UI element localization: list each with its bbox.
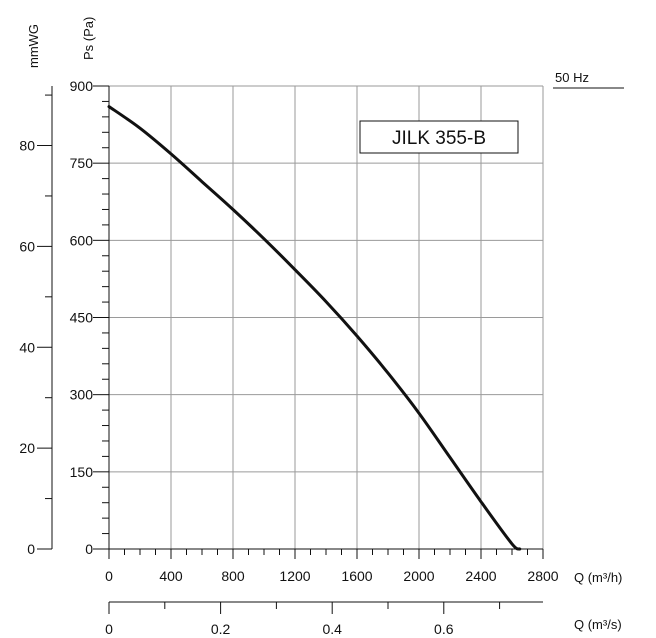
x-primary-tick-label: 1600: [341, 568, 372, 584]
x-secondary-tick-label: 0.4: [322, 621, 342, 637]
y-primary-tick-label: 0: [85, 541, 93, 557]
x-primary-tick-label: 0: [105, 568, 113, 584]
x-axes: 0 400 800 1200 1600 2000 2400 2800 0 0.2 0.4 0.6: [105, 548, 559, 637]
x-secondary-tick-label: 0: [105, 621, 113, 637]
x-secondary-tick-label: 0.2: [211, 621, 231, 637]
y-primary-tick-label: 150: [70, 464, 94, 480]
x-primary-axis-title: Q (m³/h): [574, 570, 622, 585]
y-primary-tick-label: 300: [70, 387, 94, 403]
y-primary-tick-label: 750: [70, 155, 94, 171]
y-primary-tick-label: 600: [70, 232, 94, 248]
x-primary-tick-label: 1200: [279, 568, 310, 584]
x-primary-tick-label: 2800: [527, 568, 558, 584]
y-secondary-tick-label: 60: [19, 238, 35, 254]
x-secondary-axis-title: Q (m³/s): [574, 617, 622, 632]
frequency-label: 50 Hz: [555, 70, 589, 85]
model-label-box: [359, 120, 519, 154]
fan-curve-line: [107, 105, 522, 551]
y-primary-tick-label: 450: [70, 310, 94, 326]
y-secondary-tick-label: 40: [19, 339, 35, 355]
x-primary-tick-label: 400: [159, 568, 183, 584]
x-primary-tick-label: 2400: [465, 568, 496, 584]
y-secondary-tick-label: 20: [19, 440, 35, 456]
model-label-text: JILK 355-B: [392, 128, 486, 149]
y-secondary-tick-label: 0: [27, 541, 35, 557]
y-secondary-axis-title: mmWG: [26, 24, 41, 68]
y-primary-tick-label: 900: [70, 78, 94, 94]
x-secondary-tick-label: 0.6: [434, 621, 454, 637]
x-primary-tick-label: 800: [221, 568, 245, 584]
y-secondary-tick-label: 80: [19, 138, 35, 154]
y-axes: 0 150 300 450 600 750 900 0 20 40 60 80: [19, 78, 110, 557]
series-group: [107, 105, 522, 551]
x-primary-tick-label: 2000: [403, 568, 434, 584]
y-primary-axis-title: Ps (Pa): [81, 17, 96, 60]
